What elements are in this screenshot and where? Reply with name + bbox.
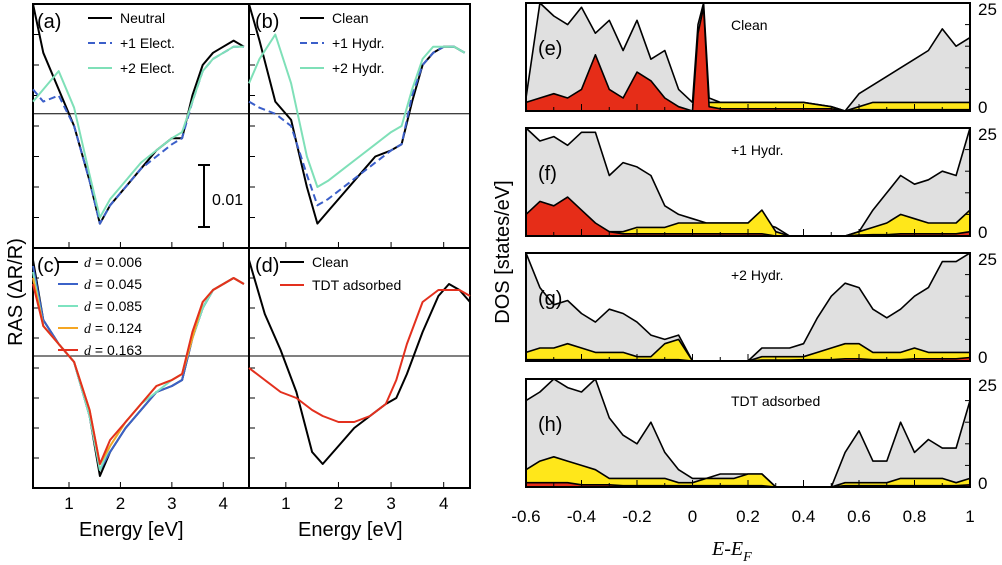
legend-c-prefix-4: d = 0.163 (84, 342, 142, 359)
series--2-hydr- (248, 33, 466, 188)
x-tick-label: 1 (281, 494, 290, 513)
xlabel-c: Energy [eV] (79, 519, 184, 541)
legend-c-prefix-3: d = 0.124 (84, 320, 142, 337)
dos-xtick-label: 0.8 (903, 507, 927, 526)
dos-panel-label: (h) (538, 414, 562, 436)
legend-d: Clean TDT adsorbed (280, 254, 401, 293)
dos-ytick-label: 25 (978, 0, 997, 19)
dos-xtick-label: 0.4 (792, 507, 816, 526)
dos-xtick-label: -0.4 (567, 507, 596, 526)
legend-c-value-4: 0.163 (107, 342, 142, 358)
dos-panel-label: (f) (538, 163, 557, 185)
series-clean (248, 3, 466, 225)
ylabel-dos: DOS [states/eV] (492, 180, 514, 323)
dos-xtick-label: 0.2 (736, 507, 760, 526)
legend-a-neutral: Neutral (120, 10, 165, 26)
dos-panel-title: +2 Hydr. (731, 267, 784, 283)
dos-ytick-label: 0 (978, 348, 987, 367)
legend-c: d = 0.006 d = 0.045 d = 0.085 d = 0.124 … (58, 254, 142, 359)
dos-ytick-label: 0 (978, 474, 987, 493)
legend-c-prefix-0: d = 0.006 (84, 254, 142, 271)
legend-c-value-1: 0.045 (107, 276, 142, 292)
legend-c-value-2: 0.085 (107, 298, 142, 314)
dos-yellow-area (525, 456, 971, 488)
dos-ytick-label: 0 (978, 98, 987, 117)
panel-label-d: (d) (255, 255, 279, 277)
legend-d-clean: Clean (312, 254, 349, 270)
dos-xtick-label: 1 (965, 507, 974, 526)
dos-ytick-label: 25 (978, 250, 997, 269)
panel-label-b: (b) (255, 11, 279, 33)
x-tick-label: 2 (116, 494, 125, 513)
dos-red-area (525, 6, 971, 112)
xlabel-dos-sub: F (742, 550, 752, 565)
dos-panel-label: (g) (538, 288, 562, 310)
legend-b: Clean +1 Hydr. +2 Hydr. (300, 10, 385, 76)
dos-xtick-label: 0 (688, 507, 697, 526)
legend-c-value-0: 0.006 (107, 254, 142, 270)
legend-c-value-3: 0.124 (107, 320, 142, 336)
series--2-elect- (32, 45, 244, 219)
dos-total-area (525, 252, 971, 362)
dos-ytick-label: 0 (978, 223, 987, 242)
dos-total-area (525, 378, 971, 488)
x-tick-label: 2 (334, 494, 343, 513)
scale-bar-label: 0.01 (212, 192, 243, 209)
panel-label-c: (c) (37, 255, 60, 277)
ras-series-group (32, 3, 471, 489)
legend-a-elect2: +2 Elect. (120, 60, 175, 76)
dos-xtick-label: -0.6 (511, 507, 540, 526)
x-tick-label: 3 (386, 494, 395, 513)
dos-panel-title: TDT adsorbed (731, 393, 820, 409)
dos-series-group: 0 25 (e) Clean 0 25 (f) +1 Hydr. 0 25 (g) +2 Hydr. 0… (511, 0, 997, 526)
series--1-hydr- (248, 45, 466, 207)
dos-panels: 0 25 (e) Clean 0 25 (f) +1 Hydr. 0 25 (g) +2 Hydr. 0… (492, 0, 997, 565)
x-tick-label: 4 (439, 494, 448, 513)
xlabel-dos-main: E-E (711, 538, 743, 560)
dos-xtick-label: 0.6 (847, 507, 871, 526)
legend-b-hydr1: +1 Hydr. (332, 35, 385, 51)
legend-a: Neutral +1 Elect. +2 Elect. (88, 10, 175, 76)
legend-a-elect1: +1 Elect. (120, 35, 175, 51)
series-tdt-adsorbed (248, 289, 471, 423)
ras-panels: (a) (b) (c) (d) Neutral +1 Elect. +2 Ele… (5, 3, 471, 541)
xlabel-dos: E-EF (711, 538, 752, 565)
dos-panel-label: (e) (538, 38, 562, 60)
series-0-045 (32, 265, 245, 471)
ras-xticks: 1 2 3 4 1 2 3 4 (64, 494, 448, 513)
dos-ytick-label: 25 (978, 376, 997, 395)
legend-c-prefix-2: d = 0.085 (84, 298, 142, 315)
series-0-163 (32, 277, 245, 465)
legend-b-clean: Clean (332, 10, 369, 26)
panel-label-a: (a) (37, 11, 61, 33)
xlabel-d: Energy [eV] (298, 519, 403, 541)
ylabel-ras: RAS (ΔR/R) (5, 238, 27, 346)
x-tick-label: 4 (219, 494, 228, 513)
dos-panel-title: +1 Hydr. (731, 142, 784, 158)
scale-bar: 0.01 (198, 164, 243, 228)
dos-panel-title: Clean (731, 17, 768, 33)
legend-b-hydr2: +2 Hydr. (332, 60, 385, 76)
dos-xtick-label: -0.2 (622, 507, 651, 526)
legend-d-tdt: TDT adsorbed (312, 277, 401, 293)
x-tick-label: 3 (167, 494, 176, 513)
x-tick-label: 1 (64, 494, 73, 513)
legend-c-prefix-1: d = 0.045 (84, 276, 142, 293)
dos-ytick-label: 25 (978, 125, 997, 144)
